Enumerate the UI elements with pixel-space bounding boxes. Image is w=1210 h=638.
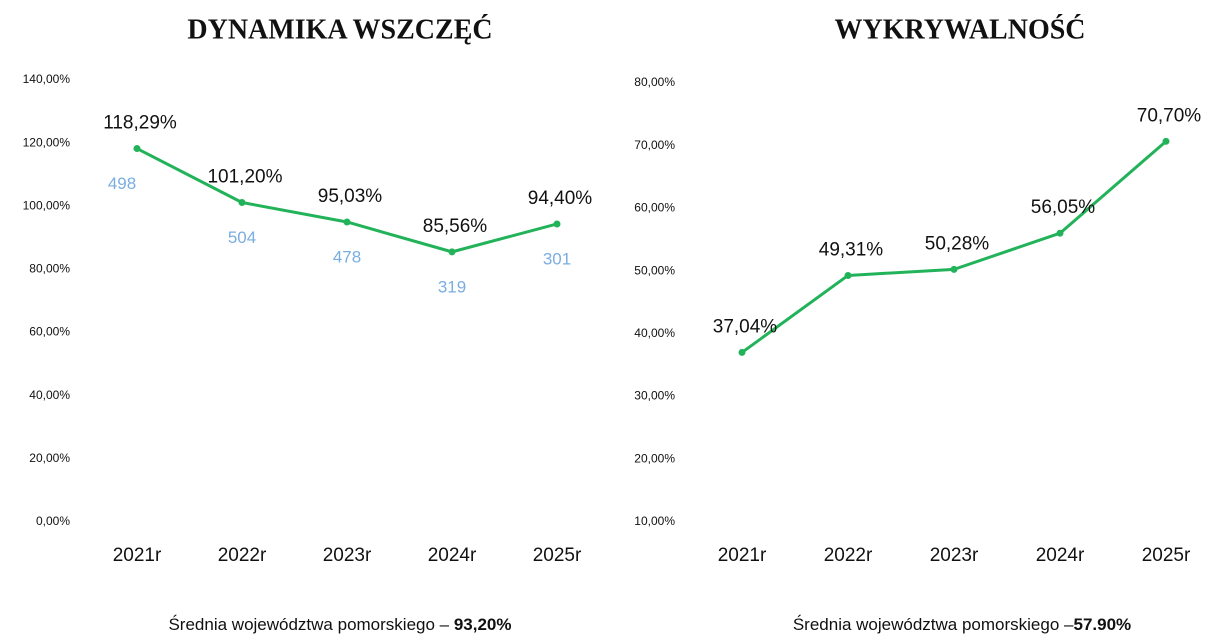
chart: DYNAMIKA WSZCZĘĆ 0,00% 20,00% 40,00% 60,00% 8… <box>23 14 593 634</box>
point <box>1162 137 1170 145</box>
footnote: Średnia województwa pomorskiego – 93,20% <box>168 615 511 634</box>
point <box>553 220 561 228</box>
y-tick-label: 70,00% <box>634 138 675 152</box>
y-tick-label: 100,00% <box>23 198 71 212</box>
y-tick-label: 20,00% <box>29 451 70 465</box>
point <box>133 145 141 153</box>
y-tick-label: 40,00% <box>29 388 70 402</box>
y-tick-label: 140,00% <box>23 72 71 86</box>
data-label: 70,70% <box>1137 105 1202 126</box>
x-tick-label: 2021r <box>113 545 162 566</box>
data-label: 49,31% <box>819 239 884 260</box>
data-label: 94,40% <box>528 188 593 209</box>
chart-title: WYKRYWALNOŚĆ <box>834 14 1085 45</box>
x-tick-label: 2025r <box>533 545 582 566</box>
x-tick-label: 2021r <box>718 545 767 566</box>
y-tick-label: 60,00% <box>29 325 70 339</box>
x-tick-label: 2023r <box>323 545 372 566</box>
data-label: 101,20% <box>207 167 282 188</box>
x-tick-label: 2024r <box>1036 545 1085 566</box>
point <box>448 248 456 256</box>
chart: WYKRYWALNOŚĆ 10,00% 20,00% 30,00% 40,00% 50,0… <box>634 14 1201 634</box>
y-tick-label: 50,00% <box>634 263 675 277</box>
count-label: 319 <box>438 277 466 296</box>
x-tick-label: 2024r <box>428 545 477 566</box>
y-tick-label: 0,00% <box>36 514 70 528</box>
count-label: 478 <box>333 247 361 266</box>
point <box>950 265 958 273</box>
footnote: Średnia województwa pomorskiego –57.90% <box>793 615 1131 634</box>
data-label: 37,04% <box>713 316 778 337</box>
y-tick-label: 40,00% <box>634 326 675 340</box>
point <box>1056 229 1064 237</box>
y-tick-label: 10,00% <box>634 514 675 528</box>
count-label: 504 <box>228 228 256 247</box>
point <box>738 348 746 356</box>
point <box>238 198 246 206</box>
x-tick-label: 2025r <box>1142 545 1191 566</box>
y-tick-label: 60,00% <box>634 201 675 215</box>
footnote-value: 93,20% <box>454 615 512 634</box>
y-tick-label: 120,00% <box>23 135 71 149</box>
point <box>844 271 852 279</box>
count-label: 301 <box>543 249 571 268</box>
y-tick-label: 80,00% <box>29 262 70 276</box>
y-tick-label: 30,00% <box>634 389 675 403</box>
x-tick-label: 2022r <box>824 545 873 566</box>
footnote-text: Średnia województwa pomorskiego – <box>793 615 1074 634</box>
data-label: 118,29% <box>103 113 177 134</box>
chart-title: DYNAMIKA WSZCZĘĆ <box>187 14 492 45</box>
data-label: 56,05% <box>1031 197 1096 218</box>
x-tick-label: 2022r <box>218 545 267 566</box>
data-label: 95,03% <box>318 186 383 207</box>
data-label: 50,28% <box>925 233 990 254</box>
point <box>343 218 351 226</box>
y-tick-label: 80,00% <box>634 75 675 89</box>
x-tick-label: 2023r <box>930 545 979 566</box>
footnote-value: 57.90% <box>1073 615 1131 634</box>
count-label: 498 <box>108 174 136 193</box>
footnote-text: Średnia województwa pomorskiego – <box>168 615 453 634</box>
y-tick-label: 20,00% <box>634 451 675 465</box>
data-label: 85,56% <box>423 216 488 237</box>
